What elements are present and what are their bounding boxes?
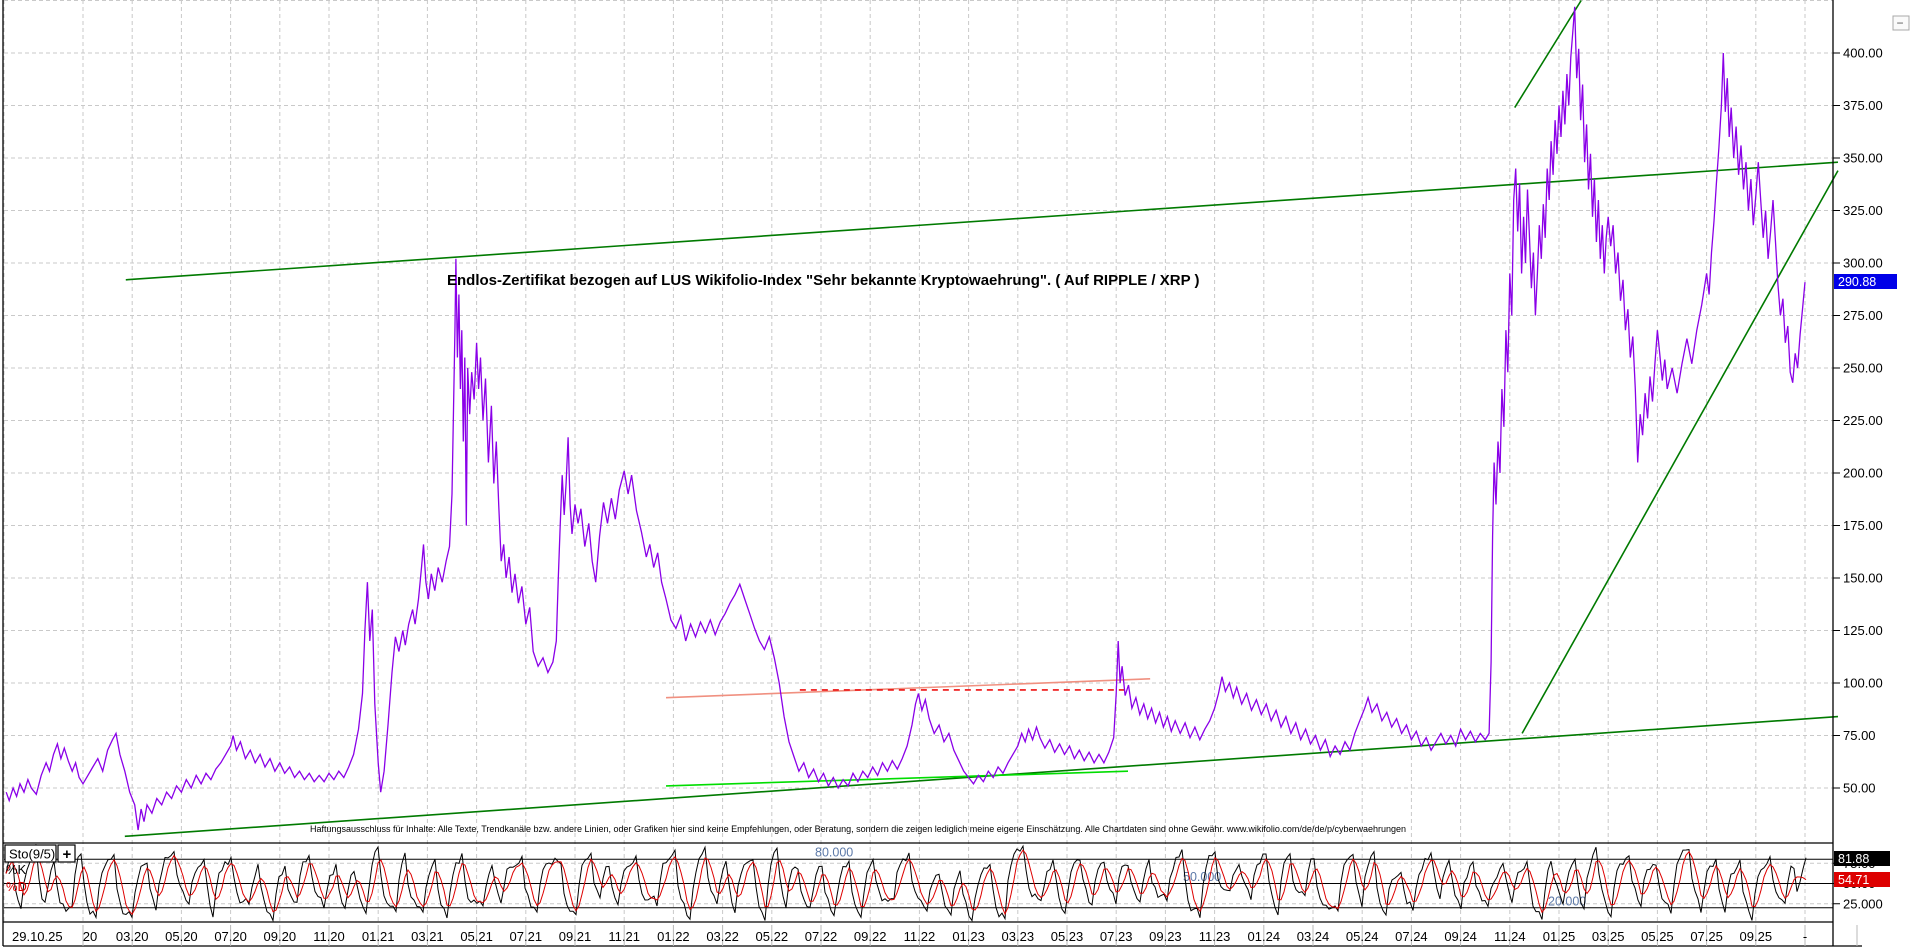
x-axis-label: 07.23: [1100, 929, 1133, 944]
indicator-level-label: 80.000: [815, 846, 853, 860]
x-axis-label: 05.24: [1346, 929, 1379, 944]
x-axis-label: 09.23: [1149, 929, 1182, 944]
x-axis-label: 07.24: [1395, 929, 1428, 944]
x-axis-label: 09.25: [1740, 929, 1773, 944]
current-price-badge: 290.88: [1834, 274, 1897, 289]
indicator-axis-label: 25.000: [1843, 896, 1883, 911]
x-axis-label: 11.20: [313, 929, 345, 944]
x-axis-label: 01.21: [362, 929, 395, 944]
price-axis-label: 350.00: [1843, 151, 1883, 166]
x-axis-label: 01.24: [1248, 929, 1281, 944]
disclaimer-text: Haftungsausschluss für Inhalte: Alle Tex…: [310, 824, 1406, 834]
x-axis-label: 07.22: [805, 929, 838, 944]
salmon-resistance-line: [665, 678, 1151, 699]
x-axis-label: 11.21: [608, 929, 640, 944]
price-line: [5, 6, 1806, 831]
x-axis-label: 05.20: [165, 929, 198, 944]
price-axis-label: 300.00: [1843, 256, 1883, 271]
price-axis-label: 200.00: [1843, 466, 1883, 481]
x-axis-label: 11.24: [1494, 929, 1526, 944]
top-trendline-segment: [1514, 0, 1582, 109]
price-axis-label: 125.00: [1843, 623, 1883, 638]
chart-title: Endlos-Zertifikat bezogen auf LUS Wikifo…: [447, 272, 1200, 289]
x-axis-label: 05.22: [756, 929, 789, 944]
k-series-label: %K: [6, 862, 27, 877]
x-axis-label: 01.22: [657, 929, 690, 944]
add-indicator-button[interactable]: +: [57, 844, 76, 863]
current-price-value: 290.88: [1838, 275, 1876, 289]
price-axis-label: 175.00: [1843, 518, 1883, 533]
upper-channel-trendline: [125, 161, 1839, 281]
price-axis-label: 400.00: [1843, 46, 1883, 61]
stochastic-k-value: 81.88: [1838, 852, 1869, 866]
x-axis-label: 05.21: [460, 929, 493, 944]
price-axis-label: 325.00: [1843, 203, 1883, 218]
indicator-name: Sto(9/5): [9, 847, 55, 862]
indicator-level-label: 50.000: [1183, 870, 1221, 884]
stochastic-d-badge: 54.71: [1834, 872, 1890, 887]
chart-plot-area[interactable]: [3, 0, 1833, 843]
x-axis-label: 03.25: [1592, 929, 1625, 944]
stochastic-d-value: 54.71: [1838, 873, 1869, 887]
price-axis-label: 100.00: [1843, 676, 1883, 691]
stochastic-k-badge: 81.88: [1834, 851, 1890, 866]
minus-icon: −: [1897, 16, 1904, 30]
x-axis-label: 03.20: [116, 929, 149, 944]
indicator-level-label: 20.000: [1548, 894, 1586, 908]
x-axis-label: 11.22: [904, 929, 936, 944]
x-axis-label: 07.21: [510, 929, 543, 944]
x-axis-label: 09.24: [1444, 929, 1477, 944]
stochastic-k-line: [5, 844, 1807, 923]
stochastic-d-line: [5, 849, 1807, 916]
x-axis-label: 03.21: [411, 929, 444, 944]
price-axis-label: 225.00: [1843, 413, 1883, 428]
minimize-chart-button[interactable]: −: [1892, 15, 1910, 31]
price-axis-label: 150.00: [1843, 571, 1883, 586]
x-axis-end-label: -: [1803, 929, 1807, 944]
plus-icon: +: [63, 846, 72, 863]
x-axis-label: 03.22: [706, 929, 739, 944]
indicator-name-box[interactable]: Sto(9/5): [4, 844, 57, 863]
x-axis-label: 07.25: [1690, 929, 1723, 944]
x-axis-label: 03.23: [1002, 929, 1035, 944]
lime-support-line: [665, 770, 1129, 787]
x-axis-label: 05.23: [1051, 929, 1084, 944]
x-axis-label: 01.25: [1543, 929, 1576, 944]
x-axis-start-label: 29.10.25: [12, 929, 63, 944]
x-axis-label: 09.20: [264, 929, 297, 944]
price-axis-label: 75.00: [1843, 728, 1876, 743]
price-axis-label: 50.00: [1843, 781, 1876, 796]
x-axis-label: 01.23: [952, 929, 985, 944]
steep-uptrend-line: [1521, 170, 1839, 734]
price-axis-label: 250.00: [1843, 361, 1883, 376]
x-axis-label: 09.22: [854, 929, 887, 944]
x-axis-year-label: 20: [83, 929, 97, 944]
price-axis-label: 375.00: [1843, 98, 1883, 113]
x-axis-label: 03.24: [1297, 929, 1330, 944]
d-series-label: %D: [6, 879, 27, 894]
x-axis-label: 11.23: [1199, 929, 1231, 944]
x-axis-label: 07.20: [214, 929, 247, 944]
x-axis-label: 05.25: [1641, 929, 1674, 944]
price-axis-label: 275.00: [1843, 308, 1883, 323]
x-axis-label: 09.21: [559, 929, 592, 944]
